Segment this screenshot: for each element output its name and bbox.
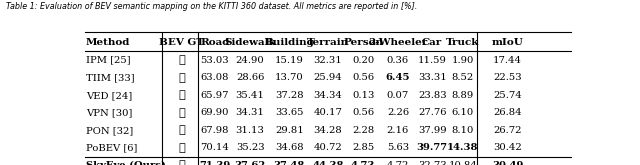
Text: 53.03: 53.03 xyxy=(200,56,229,65)
Text: 27.76: 27.76 xyxy=(418,108,447,117)
Text: 32.31: 32.31 xyxy=(314,56,342,65)
Text: 34.31: 34.31 xyxy=(236,108,264,117)
Text: Method: Method xyxy=(86,38,131,47)
Text: 1.90: 1.90 xyxy=(452,56,474,65)
Text: 23.83: 23.83 xyxy=(418,91,447,100)
Text: 32.73: 32.73 xyxy=(418,161,447,165)
Text: 37.62: 37.62 xyxy=(234,161,266,165)
Text: Building: Building xyxy=(264,38,314,47)
Text: 34.68: 34.68 xyxy=(275,143,303,152)
Text: 4.73: 4.73 xyxy=(351,161,376,165)
Text: ✗: ✗ xyxy=(179,160,185,165)
Text: 2.28: 2.28 xyxy=(352,126,374,135)
Text: SkyEye (Ours): SkyEye (Ours) xyxy=(86,161,166,165)
Text: 8.52: 8.52 xyxy=(452,73,474,82)
Text: 0.36: 0.36 xyxy=(387,56,409,65)
Text: PoBEV [6]: PoBEV [6] xyxy=(86,143,138,152)
Text: 8.10: 8.10 xyxy=(452,126,474,135)
Text: ✓: ✓ xyxy=(179,90,185,100)
Text: 0.07: 0.07 xyxy=(387,91,409,100)
Text: Person: Person xyxy=(343,38,383,47)
Text: 67.98: 67.98 xyxy=(201,126,229,135)
Text: Terrain: Terrain xyxy=(307,38,349,47)
Text: 34.28: 34.28 xyxy=(314,126,342,135)
Text: 33.65: 33.65 xyxy=(275,108,303,117)
Text: 6.45: 6.45 xyxy=(386,73,410,82)
Text: TIIM [33]: TIIM [33] xyxy=(86,73,134,82)
Text: 25.74: 25.74 xyxy=(493,91,522,100)
Text: 11.59: 11.59 xyxy=(418,56,447,65)
Text: IPM [25]: IPM [25] xyxy=(86,56,131,65)
Text: 0.56: 0.56 xyxy=(352,108,374,117)
Text: 33.31: 33.31 xyxy=(418,73,447,82)
Text: 29.81: 29.81 xyxy=(275,126,304,135)
Text: 31.13: 31.13 xyxy=(236,126,264,135)
Text: 8.89: 8.89 xyxy=(452,91,474,100)
Text: ✓: ✓ xyxy=(179,125,185,135)
Text: 37.28: 37.28 xyxy=(275,91,303,100)
Text: 26.72: 26.72 xyxy=(493,126,522,135)
Text: ✓: ✓ xyxy=(179,143,185,153)
Text: VED [24]: VED [24] xyxy=(86,91,132,100)
Text: ✗: ✗ xyxy=(179,55,185,65)
Text: 2.26: 2.26 xyxy=(387,108,409,117)
Text: Road: Road xyxy=(200,38,230,47)
Text: Car: Car xyxy=(422,38,442,47)
Text: 14.38: 14.38 xyxy=(447,143,479,152)
Text: 13.70: 13.70 xyxy=(275,73,304,82)
Text: 0.56: 0.56 xyxy=(352,73,374,82)
Text: 30.49: 30.49 xyxy=(492,161,524,165)
Text: 35.23: 35.23 xyxy=(236,143,264,152)
Text: 25.94: 25.94 xyxy=(314,73,342,82)
Text: 6.10: 6.10 xyxy=(452,108,474,117)
Text: 28.66: 28.66 xyxy=(236,73,264,82)
Text: VPN [30]: VPN [30] xyxy=(86,108,132,117)
Text: Table 1: Evaluation of BEV semantic mapping on the KITTI 360 dataset. All metric: Table 1: Evaluation of BEV semantic mapp… xyxy=(6,2,418,12)
Text: Truck: Truck xyxy=(446,38,479,47)
Text: Sidewalk: Sidewalk xyxy=(224,38,276,47)
Text: 39.77: 39.77 xyxy=(417,143,448,152)
Text: 37.99: 37.99 xyxy=(418,126,447,135)
Text: 24.90: 24.90 xyxy=(236,56,264,65)
Text: 70.14: 70.14 xyxy=(200,143,229,152)
Text: mIoU: mIoU xyxy=(492,38,524,47)
Text: 15.19: 15.19 xyxy=(275,56,304,65)
Text: 2.16: 2.16 xyxy=(387,126,409,135)
Text: 17.44: 17.44 xyxy=(493,56,522,65)
Text: 69.90: 69.90 xyxy=(201,108,229,117)
Text: ✓: ✓ xyxy=(179,108,185,118)
Text: 5.63: 5.63 xyxy=(387,143,409,152)
Text: 4.72: 4.72 xyxy=(387,161,409,165)
Text: ✓: ✓ xyxy=(179,73,185,83)
Text: 0.20: 0.20 xyxy=(352,56,374,65)
Text: 10.84: 10.84 xyxy=(449,161,477,165)
Text: 37.48: 37.48 xyxy=(274,161,305,165)
Text: 40.72: 40.72 xyxy=(314,143,342,152)
Text: 65.97: 65.97 xyxy=(201,91,229,100)
Text: 44.38: 44.38 xyxy=(312,161,344,165)
Text: 71.39: 71.39 xyxy=(199,161,230,165)
Text: 30.42: 30.42 xyxy=(493,143,522,152)
Text: BEV GT: BEV GT xyxy=(159,38,204,47)
Text: 26.84: 26.84 xyxy=(493,108,522,117)
Text: 22.53: 22.53 xyxy=(493,73,522,82)
Text: 35.41: 35.41 xyxy=(236,91,264,100)
Text: 2.85: 2.85 xyxy=(352,143,374,152)
Text: 2-Wheeler: 2-Wheeler xyxy=(368,38,428,47)
Text: PON [32]: PON [32] xyxy=(86,126,133,135)
Text: 40.17: 40.17 xyxy=(314,108,342,117)
Text: 63.08: 63.08 xyxy=(201,73,229,82)
Text: 0.13: 0.13 xyxy=(352,91,374,100)
Text: 34.34: 34.34 xyxy=(314,91,342,100)
